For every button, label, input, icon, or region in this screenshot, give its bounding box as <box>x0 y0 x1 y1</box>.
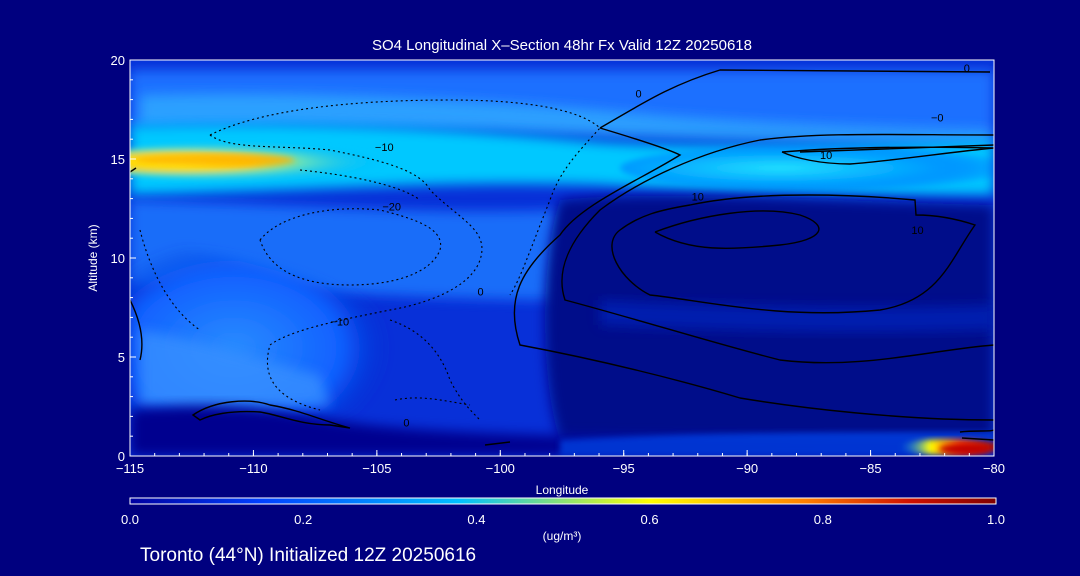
x-tick-label: −105 <box>362 461 391 476</box>
x-tick-label: −80 <box>983 461 1005 476</box>
colorbar-tick-label: 0.0 <box>121 512 139 527</box>
x-tick-label: −110 <box>239 461 267 476</box>
y-tick-label: 20 <box>111 53 125 68</box>
contour-label: 10 <box>692 192 704 204</box>
surface-layer <box>560 432 994 456</box>
contour-label: −10 <box>375 142 394 154</box>
contour-label: −0 <box>931 112 944 124</box>
y-tick-label: 15 <box>111 152 125 167</box>
y-tick-label: 10 <box>111 251 125 266</box>
contour-neg-twenty <box>259 208 442 286</box>
colorbar-tick-label: 0.6 <box>641 512 659 527</box>
contour-label: −10 <box>330 316 349 328</box>
contour-ten-band <box>781 146 994 165</box>
colorbar-tick-label: 0.8 <box>814 512 832 527</box>
x-tick-label: −100 <box>486 461 515 476</box>
contour-label: 10 <box>911 225 923 237</box>
colorbar-units: (ug/m³) <box>543 529 582 543</box>
contour-neg-twenty-outer <box>299 169 481 421</box>
y-axis: 0 5 10 15 20 <box>111 53 136 464</box>
west-plume-light <box>140 330 330 410</box>
contour-neg-ten-upper <box>209 99 601 296</box>
x-tick-label: −85 <box>860 461 882 476</box>
contour-zero-inner <box>561 133 994 364</box>
colorbar-tick-label: 0.2 <box>294 512 312 527</box>
contour-ten-outer <box>611 144 994 314</box>
colorbar-strip <box>129 497 997 505</box>
contour-label: 0 <box>964 63 970 75</box>
concentration-field: 0 0 0 0 −0 −10 −20 −10 10 10 10 <box>130 60 994 456</box>
contour-surface-west <box>191 400 351 429</box>
colorbar-tick-label: 1.0 <box>987 512 1005 527</box>
x-tick-label: −90 <box>736 461 758 476</box>
east-jet <box>620 146 994 190</box>
upper-cyan-band <box>140 93 990 145</box>
contour-lines-negative <box>139 99 601 421</box>
contour-west-edge <box>130 167 143 361</box>
colorbar-tick-label: 0.4 <box>467 512 485 527</box>
east-dark-band <box>600 300 994 333</box>
contour-surface-east <box>484 429 994 446</box>
colorbar: 0.0 0.2 0.4 0.6 0.8 1.0 (ug/m³) <box>121 497 1005 543</box>
surface-hotspot-core <box>939 444 991 454</box>
contour-zero-main <box>513 69 994 421</box>
x-axis-title: Longitude <box>536 483 589 497</box>
footer-caption: Toronto (44°N) Initialized 12Z 20250616 <box>140 545 476 566</box>
contour-lines <box>130 69 994 446</box>
contour-label: 0 <box>635 89 641 101</box>
contour-labels: 0 0 0 0 −0 −10 −20 −10 10 10 10 <box>330 63 969 429</box>
y-axis-title: Altitude (km) <box>86 224 100 291</box>
x-axis: −115 −110 −105 −100 −95 −90 −85 −80 <box>116 450 1005 476</box>
chart-title: SO4 Longitudinal X–Section 48hr Fx Valid… <box>372 37 752 54</box>
x-tick-label: −115 <box>116 461 144 476</box>
x-tick-label: −95 <box>613 461 635 476</box>
contour-label: −20 <box>382 201 401 213</box>
contour-neg-low <box>139 229 471 406</box>
jet-core-orange <box>135 154 295 166</box>
contour-neg-ten <box>209 134 483 411</box>
y-tick-label: 0 <box>118 449 125 464</box>
y-tick-label: 5 <box>118 350 125 365</box>
contour-label: 0 <box>477 287 483 299</box>
contour-label: 10 <box>820 150 832 162</box>
contour-ten-core <box>654 210 820 250</box>
contour-label: 0 <box>403 417 409 429</box>
colorbar-ticks: 0.0 0.2 0.4 0.6 0.8 1.0 <box>121 512 1005 527</box>
